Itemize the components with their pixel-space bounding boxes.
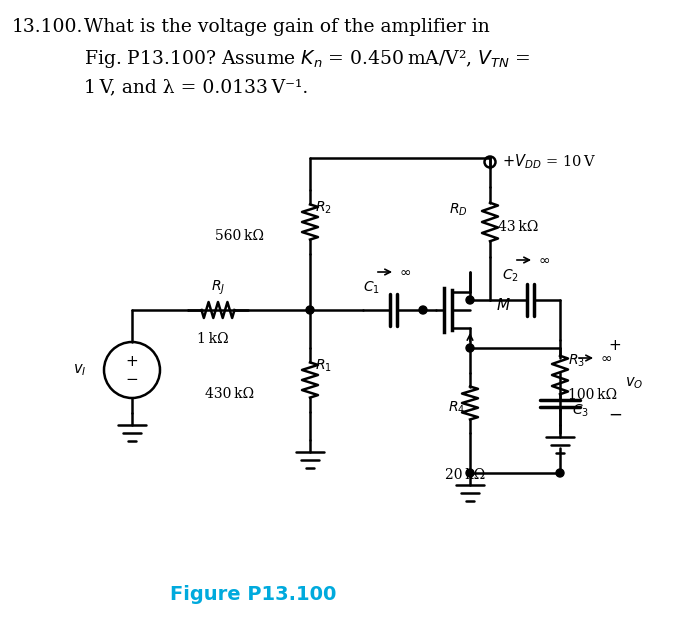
Text: Fig. P13.100? Assume $K_n$ = 0.450 mA/V², $V_{TN}$ =: Fig. P13.100? Assume $K_n$ = 0.450 mA/V²… xyxy=(84,48,531,70)
Text: 430 kΩ: 430 kΩ xyxy=(205,387,254,401)
Text: $R_2$: $R_2$ xyxy=(315,200,332,216)
Text: 43 kΩ: 43 kΩ xyxy=(498,220,538,234)
Text: 100 kΩ: 100 kΩ xyxy=(568,388,617,402)
Text: 1 V, and λ = 0.0133 V⁻¹.: 1 V, and λ = 0.0133 V⁻¹. xyxy=(84,78,308,96)
Text: $C_1$: $C_1$ xyxy=(363,280,379,296)
Text: $C_2$: $C_2$ xyxy=(501,268,519,284)
Circle shape xyxy=(419,306,427,314)
Text: $\infty$: $\infty$ xyxy=(600,351,612,365)
Circle shape xyxy=(466,344,474,352)
Text: Figure P13.100: Figure P13.100 xyxy=(170,586,337,605)
Text: $+V_{DD}$ = 10 V: $+V_{DD}$ = 10 V xyxy=(502,153,596,171)
Text: +: + xyxy=(125,354,139,370)
Text: $\infty$: $\infty$ xyxy=(538,253,550,267)
Text: $M$: $M$ xyxy=(496,297,511,313)
Text: 13.100.: 13.100. xyxy=(12,18,83,36)
Text: $C_3$: $C_3$ xyxy=(572,403,589,419)
Text: 1 kΩ: 1 kΩ xyxy=(197,332,229,346)
Text: +: + xyxy=(608,338,622,352)
Text: What is the voltage gain of the amplifier in: What is the voltage gain of the amplifie… xyxy=(84,18,490,36)
Text: $R_J$: $R_J$ xyxy=(211,279,225,297)
Text: $v_I$: $v_I$ xyxy=(73,362,86,378)
Text: −: − xyxy=(125,372,139,388)
Text: $\infty$: $\infty$ xyxy=(399,265,411,279)
Circle shape xyxy=(556,469,564,477)
Text: $R_3$: $R_3$ xyxy=(568,353,585,369)
Text: −: − xyxy=(608,406,622,424)
Circle shape xyxy=(306,306,314,314)
Text: $v_O$: $v_O$ xyxy=(625,375,643,391)
Text: $R_4$: $R_4$ xyxy=(448,400,465,416)
Text: 560 kΩ: 560 kΩ xyxy=(215,229,264,243)
Text: $R_1$: $R_1$ xyxy=(315,358,332,374)
Text: 20 kΩ: 20 kΩ xyxy=(445,468,485,482)
Text: $R_D$: $R_D$ xyxy=(449,202,468,218)
Circle shape xyxy=(466,296,474,304)
Circle shape xyxy=(466,469,474,477)
